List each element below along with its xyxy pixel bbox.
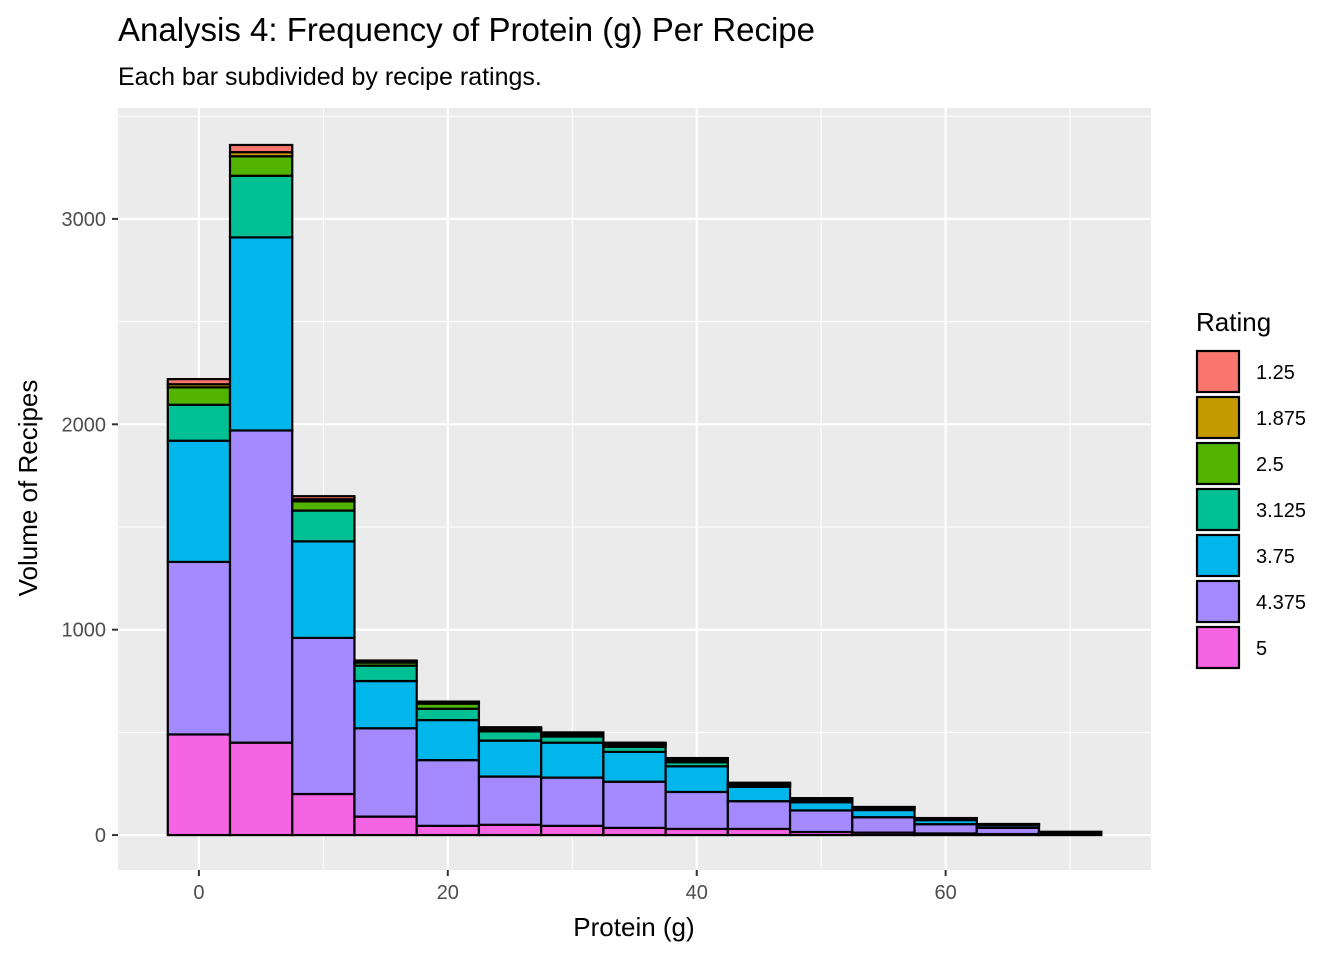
bar-segment: [602, 750, 667, 783]
bar-segment: [291, 540, 356, 640]
bar-segment: [228, 143, 294, 154]
legend-label: 1.875: [1256, 408, 1306, 430]
bar-segment: [602, 741, 667, 745]
bar-segment: [353, 815, 418, 837]
legend-label: 3.75: [1256, 546, 1295, 568]
bar-segment: [166, 403, 232, 442]
bar-segment: [353, 727, 418, 818]
bar-segment: [664, 790, 729, 831]
legend-label: 1.25: [1256, 362, 1295, 384]
bar-segment: [166, 560, 232, 736]
bar-segment: [664, 756, 729, 761]
bar-segment: [291, 509, 356, 543]
bar-segment: [477, 726, 543, 730]
chart-subtitle: Each bar subdivided by recipe ratings.: [118, 63, 542, 91]
legend-key: [1195, 395, 1241, 440]
bar-segment: [353, 659, 418, 663]
x-tick-label: 0: [193, 882, 204, 904]
bar-segment: [477, 730, 543, 742]
y-tick-label: 2000: [62, 414, 107, 436]
bar-segment: [913, 823, 978, 835]
bar-segment: [291, 500, 356, 512]
bar-segment: [228, 174, 294, 239]
bar-segment: [540, 776, 605, 827]
y-tick-label: 1000: [62, 620, 107, 642]
bars: [166, 143, 1103, 837]
legend-label: 5: [1256, 638, 1267, 660]
x-tick-label: 40: [686, 882, 708, 904]
bar-segment: [166, 733, 232, 837]
bar-segment: [415, 824, 481, 837]
bar-segment: [540, 741, 605, 779]
bar-segment: [540, 824, 605, 837]
grid-minor: [118, 108, 1151, 870]
bar-segment: [353, 664, 418, 683]
legend-label: 2.5: [1256, 454, 1284, 476]
bar-segment: [415, 759, 481, 827]
bar-segment: [788, 809, 854, 834]
legend-key: [1195, 349, 1241, 394]
legend-key: [1195, 441, 1241, 486]
bar-segment: [726, 785, 792, 803]
x-axis-title: Protein (g): [573, 912, 694, 942]
y-axis-title: Volume of Recipes: [13, 380, 43, 597]
bar-segment: [788, 801, 854, 812]
bar-segment: [477, 775, 543, 826]
bar-segment: [291, 636, 356, 796]
x-tick-label: 20: [437, 882, 459, 904]
x-axis: 0 20 40 60: [193, 870, 957, 904]
bar-segment: [726, 800, 792, 831]
bar-segment: [291, 792, 356, 837]
bar-segment: [415, 718, 481, 762]
legend: Rating 1.25 1.875 2.5 3.125 3.75 4.375 5: [1195, 307, 1306, 670]
legend-key: [1195, 487, 1241, 532]
bar-segment: [664, 765, 729, 794]
bar-segment: [477, 739, 543, 778]
bar-segment: [166, 386, 232, 406]
y-tick-label: 3000: [62, 209, 107, 231]
bar-segment: [415, 700, 481, 704]
legend-title: Rating: [1196, 307, 1271, 337]
y-tick-label: 0: [95, 825, 106, 847]
legend-label: 3.125: [1256, 500, 1306, 522]
legend-key: [1195, 625, 1241, 670]
bar-segment: [602, 780, 667, 829]
chart-title: Analysis 4: Frequency of Protein (g) Per…: [118, 11, 815, 48]
bar-segment: [415, 707, 481, 722]
bar-segment: [228, 741, 294, 837]
bar-segment: [540, 731, 605, 735]
legend-key: [1195, 533, 1241, 578]
bar-segment: [228, 429, 294, 744]
bar-segment: [353, 679, 418, 730]
bar-segment: [851, 816, 916, 834]
bar-segment: [166, 378, 232, 386]
bar-segment: [291, 495, 356, 501]
legend-key: [1195, 579, 1241, 624]
bar-segment: [228, 155, 294, 177]
bar-segment: [166, 439, 232, 564]
legend-label: 4.375: [1256, 592, 1306, 614]
bar-segment: [228, 236, 294, 432]
y-axis: 0 1000 2000 3000: [62, 209, 118, 847]
bar-segment: [477, 823, 543, 837]
x-tick-label: 60: [935, 882, 957, 904]
